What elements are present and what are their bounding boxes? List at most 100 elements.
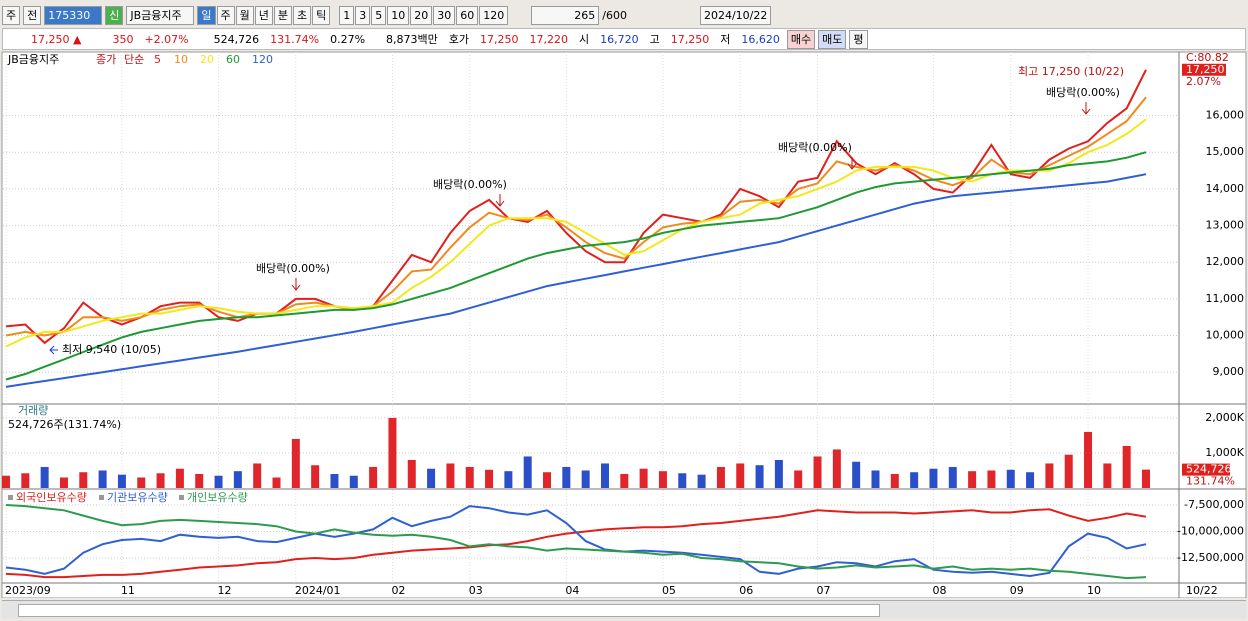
series-line: [5, 505, 1147, 578]
volume-bar: [2, 475, 10, 488]
volume-bar: [639, 468, 648, 488]
scrollbar[interactable]: [2, 600, 1246, 619]
legend-swatch: [179, 495, 184, 500]
volume-bar: [813, 456, 822, 488]
code-input[interactable]: 175330: [44, 5, 103, 25]
y-tick-label: -7,500,000: [1184, 498, 1244, 511]
x-tick-label: 05: [662, 584, 676, 597]
legend-swatch: [99, 495, 104, 500]
volume-bar: [311, 465, 320, 488]
volume-bar: [21, 473, 30, 488]
volume-bar: [156, 473, 165, 488]
last-change: 2.07%: [1186, 75, 1221, 88]
legend-entry: 외국인보유수량: [16, 491, 87, 504]
buy-button[interactable]: 매수: [786, 29, 816, 49]
low-arrow: [49, 345, 58, 355]
mode[interactable]: 전: [23, 5, 42, 25]
interval-button[interactable]: 20: [410, 5, 433, 25]
volume-bar: [446, 463, 455, 488]
volume-bar: [349, 475, 358, 488]
volume-bar: [697, 474, 706, 488]
volume-bar: [910, 472, 919, 488]
high: 17,250: [670, 32, 710, 46]
last-volume-box: [1182, 463, 1230, 476]
count-max: /600: [602, 8, 627, 22]
volume-bar: [175, 468, 184, 488]
volume-bar: [388, 417, 397, 488]
volume-bar: [253, 463, 262, 488]
interval-button[interactable]: 주: [216, 5, 235, 25]
volume-bar: [98, 470, 107, 488]
interval-button[interactable]: 년: [254, 5, 273, 25]
interval-button[interactable]: 분: [273, 5, 292, 25]
volume-bar: [620, 473, 629, 488]
legend-entry: 10: [174, 53, 188, 66]
interval-button[interactable]: 3: [355, 5, 371, 25]
legend-entry: 기관보유수량: [107, 491, 168, 504]
volume-bar: [233, 471, 242, 488]
volume-bar: [40, 466, 49, 488]
interval-button[interactable]: 5: [371, 5, 387, 25]
volume-bar: [562, 466, 571, 488]
volume-bar: [1122, 445, 1131, 488]
interval-button[interactable]: 60: [456, 5, 479, 25]
legend-swatch: [8, 495, 13, 500]
volume-bar: [214, 475, 223, 488]
interval-button[interactable]: 일: [197, 5, 216, 25]
open-label: 시: [579, 33, 590, 46]
volume-bar: [543, 472, 552, 488]
x-tick-label: 03: [469, 584, 483, 597]
x-tick-label: 04: [565, 584, 579, 597]
volume-bar: [794, 470, 803, 488]
interval-button[interactable]: 틱: [312, 5, 331, 25]
legend-label: 종가: [96, 53, 116, 66]
x-end-label: 10/22: [1186, 584, 1218, 597]
y-tick-label: -12,500,000: [1177, 551, 1244, 564]
sell-button[interactable]: 매도: [818, 29, 847, 49]
last-price-box: [1182, 63, 1226, 76]
last-volume-ratio: 131.74%: [1186, 475, 1235, 488]
count[interactable]: 265: [531, 5, 600, 25]
interval-button[interactable]: 1: [339, 5, 355, 25]
volume-bar: [79, 472, 88, 488]
annotation: 최저 9,540 (10/05): [62, 343, 161, 356]
date[interactable]: 2024/10/22: [699, 5, 772, 25]
y-tick-label: 10,000: [1206, 329, 1245, 342]
volume-bar: [1084, 431, 1093, 488]
series-line: [5, 69, 1147, 345]
volume-bar: [1103, 463, 1112, 488]
volume-bar: [137, 477, 146, 488]
price: 17,250 ▲: [31, 32, 82, 46]
interval-button[interactable]: 초: [293, 5, 312, 25]
volume-bar: [774, 459, 783, 488]
annotation: 배당락(0.00%): [433, 178, 507, 191]
interval-button[interactable]: 120: [479, 5, 509, 25]
volume-bar: [504, 471, 513, 488]
interval-button[interactable]: 30: [433, 5, 456, 25]
interval-button[interactable]: 월: [235, 5, 254, 25]
x-tick-label: 12: [218, 584, 232, 597]
series-line: [5, 504, 1147, 580]
quote-bar: 17,250 ▲ 350 +2.07% 524,726 131.74% 0.27…: [2, 28, 1246, 50]
interval-button[interactable]: 10: [387, 5, 410, 25]
annotation: 배당락(0.00%): [256, 262, 330, 275]
y-tick-label: 1,000K: [1205, 446, 1244, 459]
volume-bar: [1045, 463, 1054, 488]
turnover: 0.27%: [330, 32, 366, 46]
volume-bar: [948, 466, 957, 488]
period[interactable]: 주: [2, 5, 21, 25]
volume-bar: [600, 463, 609, 488]
volume-bar: [272, 477, 281, 488]
volume-bar: [716, 466, 725, 488]
legend-entry: 20: [200, 53, 214, 66]
eval-button[interactable]: 평: [849, 29, 868, 49]
annotation: 배당락(0.00%): [1046, 86, 1120, 99]
volume-bar: [581, 470, 590, 488]
panel-title: 거래량: [18, 404, 48, 417]
volume-bar: [59, 477, 68, 488]
legend-entry: 5: [154, 53, 161, 66]
volume-bar: [658, 471, 667, 488]
x-tick-label: 2024/01: [295, 584, 341, 597]
scroll-thumb[interactable]: [18, 604, 880, 617]
